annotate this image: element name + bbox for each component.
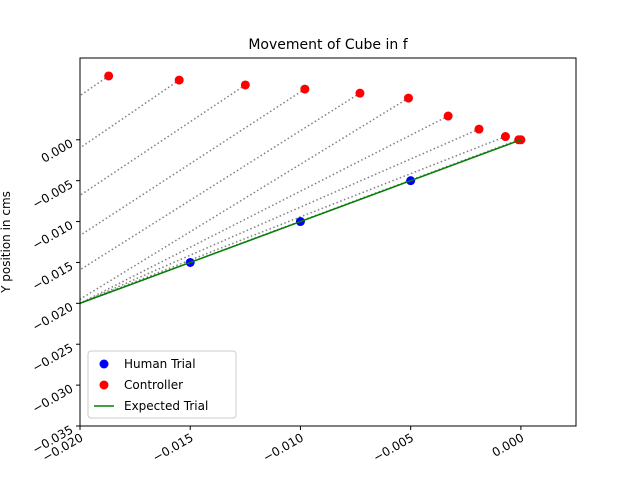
point (300, 84, 310, 94)
guide-line (80, 75, 110, 97)
point (174, 75, 184, 85)
guide-line (80, 115, 449, 305)
legend-label: Expected Trial (124, 399, 208, 413)
legend-label: Human Trial (124, 357, 196, 371)
point (443, 111, 453, 121)
guide-line (80, 97, 409, 300)
guide-line (80, 128, 480, 305)
legend-label: Controller (124, 378, 183, 392)
y-axis-label: Y position in cms (0, 191, 13, 294)
guide-line (80, 88, 306, 237)
point (403, 93, 413, 103)
legend-swatch (99, 359, 109, 369)
legend-box (87, 350, 237, 419)
point (104, 71, 114, 81)
guide-line (80, 84, 246, 197)
point (474, 124, 484, 134)
guide-line (80, 135, 506, 305)
plot-area (80, 71, 526, 305)
axes-frame (79, 57, 577, 427)
guide-line (80, 79, 180, 149)
line (80, 139, 522, 305)
legend-swatch (99, 380, 109, 390)
point (500, 132, 510, 142)
point (240, 80, 250, 90)
point (355, 88, 365, 98)
chart-title: Movement of Cube in f (248, 37, 408, 53)
